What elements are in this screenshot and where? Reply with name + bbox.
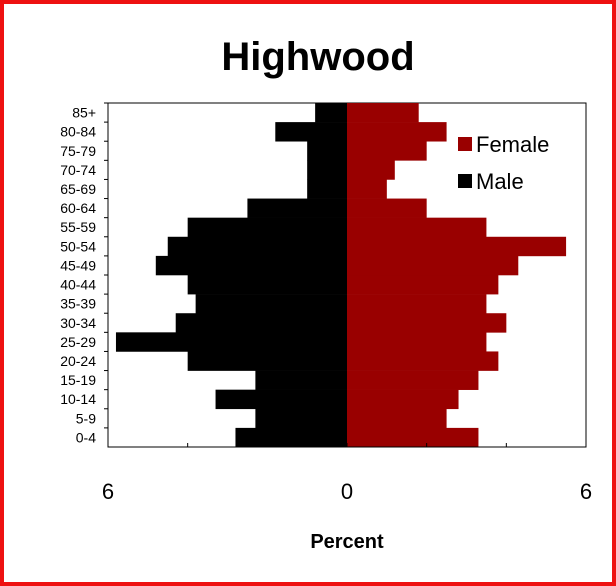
y-tick-label-35-39: 35-39 (60, 296, 96, 312)
bars-group (115, 103, 567, 448)
bar-female-50-54 (347, 236, 567, 257)
bar-female-60-64 (347, 198, 427, 218)
bar-female-5-9 (347, 408, 447, 429)
y-tick-label-60-64: 60-64 (60, 200, 96, 216)
legend-swatch-male (458, 174, 472, 188)
x-tick-label: 0 (341, 479, 353, 504)
bar-male-15-19 (255, 370, 347, 390)
y-tick-label-50-54: 50-54 (60, 238, 96, 254)
bar-male-20-24 (187, 351, 347, 371)
bar-male-65-69 (307, 179, 347, 199)
y-tick-label-70-74: 70-74 (60, 162, 96, 178)
bar-female-75-79 (347, 141, 427, 161)
y-tick-label-45-49: 45-49 (60, 257, 96, 273)
y-tick-label-20-24: 20-24 (60, 353, 96, 369)
legend-swatch-female (458, 137, 472, 151)
legend-label-male: Male (476, 169, 524, 194)
bar-female-70-74 (347, 160, 395, 180)
y-tick-label-10-14: 10-14 (60, 391, 96, 407)
y-tick-label-5-9: 5-9 (76, 410, 96, 426)
bar-male-10-14 (215, 389, 347, 410)
y-tick-label-75-79: 75-79 (60, 143, 96, 159)
bar-female-45-49 (347, 255, 519, 276)
bar-female-15-19 (347, 370, 479, 390)
legend: Female Male (458, 132, 549, 194)
x-tick-label: 6 (580, 479, 592, 504)
y-tick-label-85+: 85+ (72, 105, 96, 121)
bar-male-50-54 (167, 236, 347, 257)
bar-male-85+ (315, 103, 347, 123)
legend-label-female: Female (476, 132, 549, 157)
bar-male-5-9 (255, 408, 347, 429)
bar-male-0-4 (235, 427, 347, 448)
bar-female-25-29 (347, 332, 487, 352)
y-ticks-group: 0-4 5-9 10-14 15-19 20-24 25-29 30-34 35-39 40-4… (60, 102, 108, 445)
x-axis-label: Percent (310, 531, 384, 553)
bar-female-85+ (347, 103, 419, 123)
bar-male-55-59 (187, 217, 347, 238)
y-tick-label-25-29: 25-29 (60, 334, 96, 350)
bar-female-35-39 (347, 294, 487, 314)
bar-male-25-29 (115, 332, 347, 352)
bar-female-10-14 (347, 389, 459, 410)
y-tick-label-65-69: 65-69 (60, 181, 96, 197)
y-tick-label-40-44: 40-44 (60, 277, 96, 293)
bar-male-60-64 (247, 198, 347, 218)
y-tick-label-0-4: 0-4 (76, 429, 96, 445)
y-tick-label-30-34: 30-34 (60, 315, 96, 331)
y-tick-label-55-59: 55-59 (60, 219, 96, 235)
bar-male-35-39 (195, 294, 347, 314)
chart-title: Highwood (221, 35, 414, 79)
bar-female-40-44 (347, 275, 499, 295)
bar-female-80-84 (347, 122, 447, 142)
y-tick-label-15-19: 15-19 (60, 372, 96, 388)
bar-female-0-4 (347, 427, 479, 448)
bar-female-30-34 (347, 313, 507, 333)
y-tick-label-80-84: 80-84 (60, 124, 96, 140)
bar-male-80-84 (275, 122, 347, 142)
bar-male-75-79 (307, 141, 347, 161)
bar-female-20-24 (347, 351, 499, 371)
x-ticks-group: 6 0 6 (102, 443, 592, 504)
bar-female-65-69 (347, 179, 387, 199)
bar-male-45-49 (155, 255, 347, 276)
bar-male-70-74 (307, 160, 347, 180)
bar-female-55-59 (347, 217, 487, 238)
x-tick-label: 6 (102, 479, 114, 504)
bar-male-30-34 (175, 313, 347, 333)
bar-male-40-44 (187, 275, 347, 295)
